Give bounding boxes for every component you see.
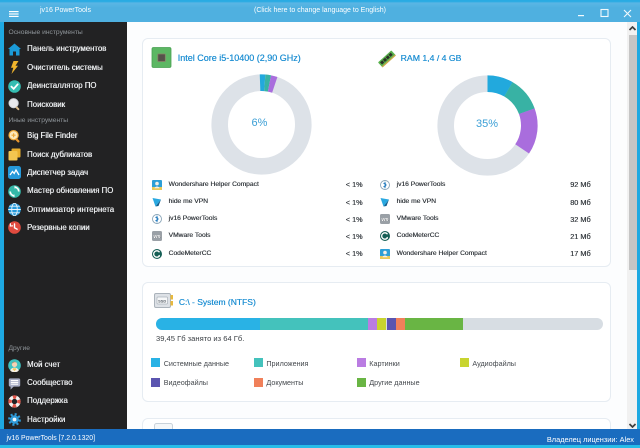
svg-text:vm: vm (381, 217, 389, 223)
svg-text:SSD: SSD (158, 299, 166, 304)
svg-text:vm: vm (153, 234, 161, 240)
